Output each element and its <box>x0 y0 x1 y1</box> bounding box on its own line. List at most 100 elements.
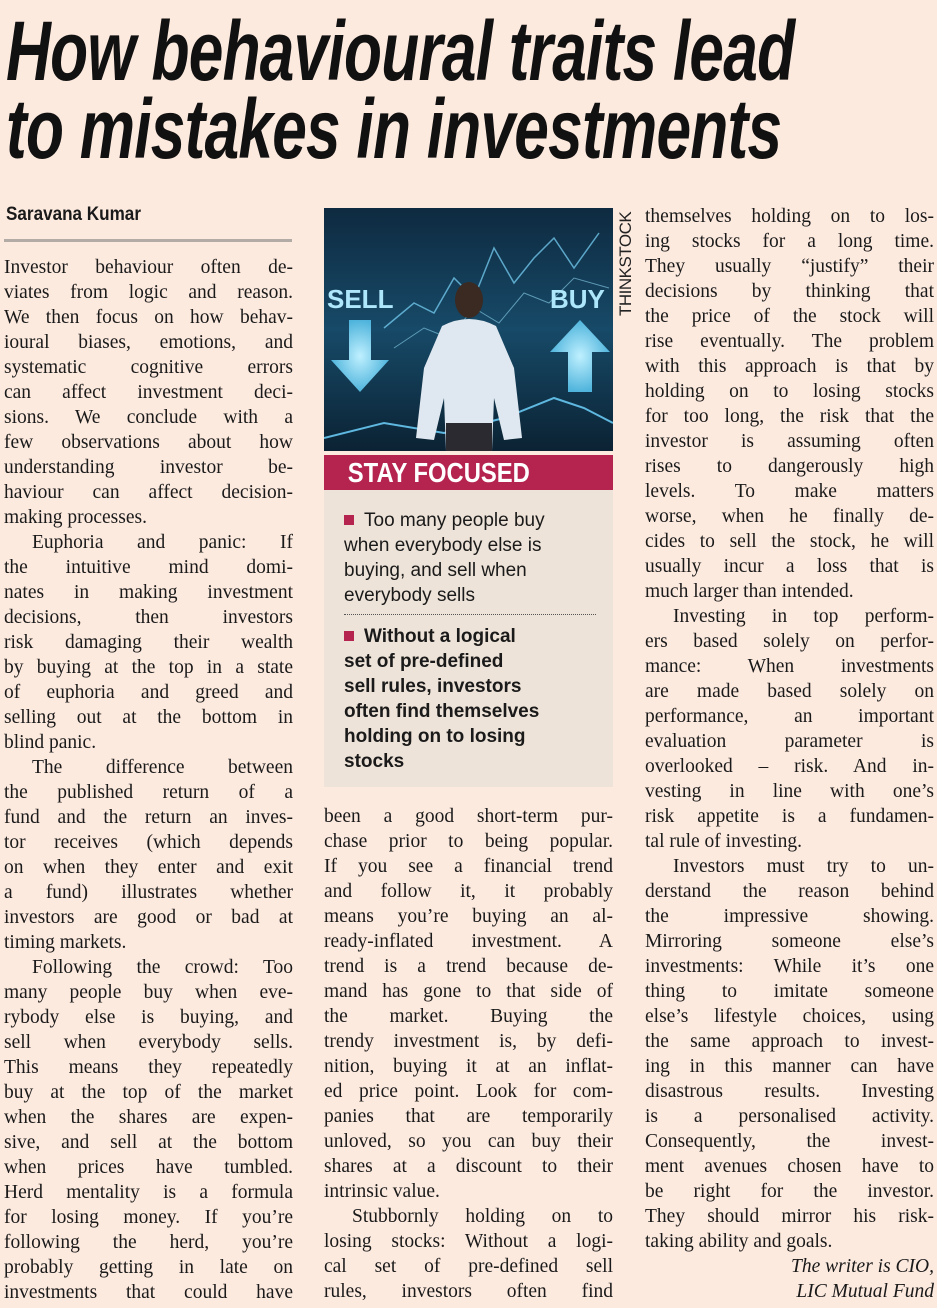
text-line: disastrous results. Investing <box>645 1081 934 1102</box>
text-line: worse, when he finally de- <box>645 506 934 527</box>
text-line: usually incur a loss that is <box>645 556 934 577</box>
text-line: shares at a discount to their <box>324 1156 613 1177</box>
text-line: systematic cognitive errors <box>4 357 293 378</box>
text-line: risk damaging their wealth <box>4 632 293 653</box>
arrow-up-icon <box>550 320 610 392</box>
text-line: a fund) illustrates whether <box>4 882 293 903</box>
author-divider <box>4 239 292 242</box>
text-line: losing stocks: Without a logi- <box>324 1231 613 1252</box>
text-line: cides to sell the stock, he will <box>645 531 934 552</box>
text-line: selling out at the bottom in <box>4 707 293 728</box>
text-line: risk appetite is a fundamen- <box>645 806 934 827</box>
text-line: sive, and sell at the bottom <box>4 1132 293 1153</box>
text-line: Euphoria and panic: If <box>32 532 293 553</box>
text-line: the impressive showing. <box>645 906 934 927</box>
text-line: Following the crowd: Too <box>32 957 293 978</box>
article-column-3: themselves holding on to los-ing stocks … <box>645 204 934 1254</box>
text-line: making processes. <box>4 507 147 528</box>
text-line: mand has gone to that side of <box>324 981 613 1002</box>
sidebar-item: Too many people buy when everybody else i… <box>344 508 602 608</box>
text-line: sions. We conclude with a <box>4 407 293 428</box>
text-line: derstand the reason behind <box>645 881 934 902</box>
headline-line: to mistakes in investments <box>6 82 782 176</box>
text-line: overlooked – risk. And in- <box>645 756 934 777</box>
text-line: decisions, then investors <box>4 607 293 628</box>
text-line: can affect investment deci- <box>4 382 293 403</box>
text-line: investments that could have <box>4 1282 293 1303</box>
text-line: is a personalised activity. <box>645 1106 934 1127</box>
text-line: nates in making investment <box>4 582 293 603</box>
text-line: intrinsic value. <box>324 1181 440 1202</box>
text-line: means you’re buying an al- <box>324 906 613 927</box>
text-line: timing markets. <box>4 932 127 953</box>
text-line: rises to dangerously high <box>645 456 934 477</box>
sidebar-item-line: holding on to losing <box>344 726 526 747</box>
text-line: when the shares are expen- <box>4 1107 293 1128</box>
byline-line: LIC Mutual Fund <box>796 1281 934 1302</box>
text-line: investments: While it’s one <box>645 956 934 977</box>
text-line: and follow it, it probably <box>324 881 613 902</box>
text-line: investor is assuming often <box>645 431 934 452</box>
text-line: thing to imitate someone <box>645 981 934 1002</box>
sidebar-title: STAY FOCUSED <box>324 455 613 490</box>
text-line: performance, an important <box>645 706 934 727</box>
text-line: holding on to losing stocks <box>645 381 934 402</box>
text-line: on when they enter and exit <box>4 857 293 878</box>
text-line: trend is a trend because de- <box>324 956 613 977</box>
text-line: unloved, so you can buy their <box>324 1131 613 1152</box>
text-line: sell when everybody sells. <box>4 1032 293 1053</box>
photo-credit: THINKSTOCK <box>616 211 635 316</box>
text-line: Consequently, the invest- <box>645 1131 934 1152</box>
text-line: themselves holding on to los- <box>645 206 934 227</box>
text-line: levels. To make matters <box>645 481 934 502</box>
text-line: They should mirror his risk- <box>645 1206 934 1227</box>
text-line: the price of the stock will <box>645 306 934 327</box>
text-line: panies that are temporarily <box>324 1106 613 1127</box>
text-line: If you see a financial trend <box>324 856 613 877</box>
text-line: trendy investment is, by defi- <box>324 1031 613 1052</box>
text-line: blind panic. <box>4 732 97 753</box>
square-bullet-icon <box>344 631 354 641</box>
text-line: probably getting in late on <box>4 1257 293 1278</box>
sidebar-item-line: buying, and sell when <box>344 560 527 581</box>
text-line: This means they repeatedly <box>4 1057 293 1078</box>
text-line: Investor behaviour often de- <box>4 257 293 278</box>
sidebar-item-line: stocks <box>344 751 405 772</box>
text-line: evaluation parameter is <box>645 731 934 752</box>
text-line: Mirroring someone else’s <box>645 931 934 952</box>
text-line: We then focus on how behav- <box>4 307 293 328</box>
text-line: Investors must try to un- <box>673 856 934 877</box>
text-line: viates from logic and reason. <box>4 282 293 303</box>
text-line: the intuitive mind domi- <box>4 557 293 578</box>
text-line: decisions by thinking that <box>645 281 934 302</box>
sidebar-item-line: sell rules, investors <box>344 676 522 697</box>
sidebar-item-text: Too many people buy <box>364 510 545 531</box>
article-column-1: Investor behaviour often de-viates from … <box>4 255 293 1305</box>
author-name: Saravana Kumar <box>6 204 141 225</box>
text-line: vesting in line with one’s <box>645 781 934 802</box>
byline-line: The writer is CIO, <box>790 1256 934 1277</box>
text-line: with this approach is that by <box>645 356 934 377</box>
text-line: ers based solely on perfor- <box>645 631 934 652</box>
text-line: been a good short-term pur- <box>324 806 613 827</box>
text-line: mance: When investments <box>645 656 934 677</box>
text-line: rules, investors often find <box>324 1281 613 1302</box>
square-bullet-icon <box>344 515 354 525</box>
text-line: investors are good or bad at <box>4 907 293 928</box>
text-line: are made based solely on <box>645 681 934 702</box>
text-line: following the herd, you’re <box>4 1232 293 1253</box>
text-line: ed price point. Look for com- <box>324 1081 613 1102</box>
text-line: for too long, the risk that the <box>645 406 934 427</box>
text-line: of euphoria and greed and <box>4 682 293 703</box>
text-line: ment avenues chosen have to <box>645 1156 934 1177</box>
text-line: chase prior to being popular. <box>324 831 613 852</box>
text-line: Investing in top perform- <box>673 606 934 627</box>
text-line: much larger than intended. <box>645 581 854 602</box>
writer-byline: The writer is CIO, LIC Mutual Fund <box>645 1254 934 1304</box>
dotted-divider <box>344 614 596 615</box>
text-line: buy at the top of the market <box>4 1082 293 1103</box>
text-line: the same approach to invest- <box>645 1031 934 1052</box>
article-column-2: been a good short-term pur-chase prior t… <box>324 804 613 1304</box>
text-line: when prices have tumbled. <box>4 1157 293 1178</box>
text-line: fund and the return an inves- <box>4 807 293 828</box>
